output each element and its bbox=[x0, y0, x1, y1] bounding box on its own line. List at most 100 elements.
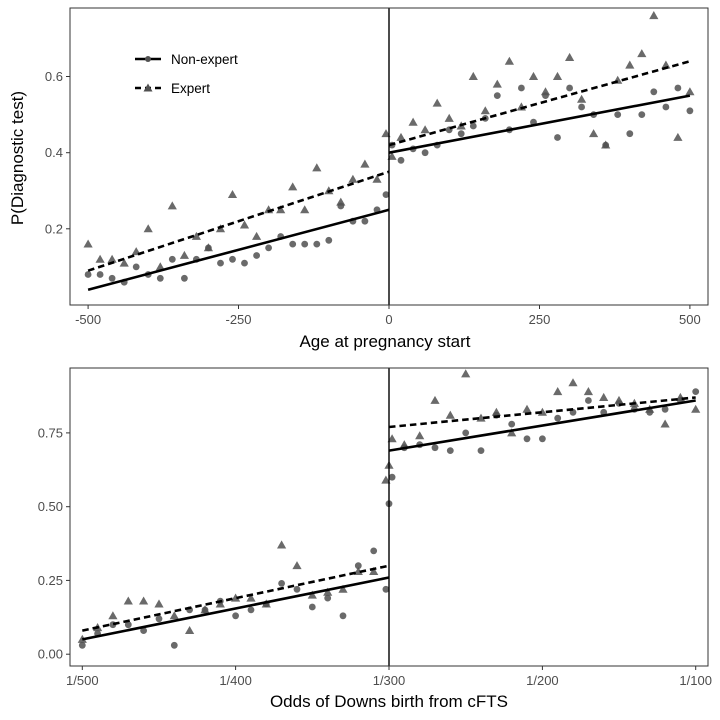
point-nonexpert-bottom bbox=[339, 612, 347, 620]
point-nonexpert-bottom bbox=[155, 615, 163, 623]
point-nonexpert-bottom bbox=[324, 594, 332, 602]
point-nonexpert-top bbox=[241, 259, 248, 267]
point-expert-top bbox=[239, 220, 250, 229]
point-nonexpert-top bbox=[421, 149, 429, 157]
point-nonexpert-bottom bbox=[124, 621, 132, 629]
point-expert-top bbox=[625, 60, 635, 69]
point-nonexpert-bottom bbox=[523, 435, 531, 443]
point-nonexpert-bottom bbox=[354, 562, 362, 570]
point-nonexpert-top bbox=[132, 263, 140, 271]
x-tick-label: 1/200 bbox=[526, 673, 559, 688]
point-expert-bottom bbox=[338, 584, 348, 593]
point-nonexpert-top bbox=[457, 130, 465, 138]
point-nonexpert-top bbox=[626, 130, 634, 138]
point-nonexpert-bottom bbox=[585, 397, 592, 404]
x-tick-label: -500 bbox=[75, 312, 101, 327]
point-nonexpert-bottom bbox=[140, 627, 148, 634]
fit-line-nonexpert-left-top bbox=[87, 208, 390, 292]
point-expert-top bbox=[480, 106, 490, 115]
axis-ticks-bottom: 1/500 1/400 1/300 1/200 1/100 0.00 0.25 0.50 0.7… bbox=[38, 425, 712, 688]
point-nonexpert-top bbox=[217, 259, 224, 267]
point-expert-bottom bbox=[246, 593, 256, 602]
point-nonexpert-top bbox=[686, 107, 694, 115]
point-expert-top bbox=[468, 71, 478, 80]
x-tick-label: 250 bbox=[529, 312, 551, 327]
point-expert-top bbox=[348, 174, 358, 183]
point-expert-bottom bbox=[154, 599, 164, 608]
point-nonexpert-top bbox=[650, 88, 658, 96]
x-tick-label: 1/400 bbox=[219, 673, 252, 688]
point-expert-top bbox=[95, 254, 105, 263]
x-tick-label: 500 bbox=[679, 312, 701, 327]
plot-area-bottom bbox=[77, 368, 701, 666]
point-expert-top bbox=[661, 60, 671, 69]
point-expert-top bbox=[540, 87, 551, 96]
point-expert-top bbox=[300, 205, 310, 214]
point-expert-bottom bbox=[123, 596, 133, 605]
point-expert-top bbox=[107, 254, 117, 263]
x-tick-label: -250 bbox=[225, 312, 251, 327]
fit-line-nonexpert-right-top bbox=[388, 94, 691, 154]
point-expert-top bbox=[685, 87, 695, 96]
point-nonexpert-bottom bbox=[278, 580, 285, 587]
x-tick-label: 1/500 bbox=[66, 673, 99, 688]
point-expert-top bbox=[528, 71, 539, 80]
point-expert-top bbox=[336, 197, 346, 206]
point-expert-bottom bbox=[491, 407, 501, 416]
axis-ticks-top: -500 -250 0 250 500 0.2 0.4 0.6 bbox=[45, 69, 701, 327]
point-nonexpert-top bbox=[493, 92, 501, 99]
point-expert-bottom bbox=[430, 395, 440, 404]
point-expert-top bbox=[360, 159, 370, 168]
point-expert-bottom bbox=[108, 611, 118, 620]
point-nonexpert-bottom bbox=[78, 641, 86, 649]
point-expert-bottom bbox=[292, 561, 302, 570]
point-expert-top bbox=[396, 132, 406, 141]
point-expert-top bbox=[673, 132, 683, 141]
x-tick-label: 1/100 bbox=[679, 673, 712, 688]
point-expert-top bbox=[589, 129, 599, 138]
point-expert-top bbox=[432, 98, 442, 107]
point-expert-top bbox=[649, 11, 659, 20]
point-expert-top bbox=[552, 71, 563, 80]
point-nonexpert-bottom bbox=[554, 414, 562, 422]
point-expert-bottom bbox=[307, 590, 317, 599]
point-nonexpert-bottom bbox=[462, 429, 470, 437]
point-nonexpert-top bbox=[156, 274, 164, 282]
fit-line-nonexpert-right-bottom bbox=[388, 399, 696, 452]
point-nonexpert-top bbox=[361, 217, 369, 225]
point-expert-bottom bbox=[323, 587, 333, 596]
point-expert-top bbox=[504, 56, 514, 65]
point-expert-bottom bbox=[522, 404, 532, 413]
point-expert-bottom bbox=[660, 419, 670, 428]
point-expert-top bbox=[191, 231, 201, 240]
point-nonexpert-bottom bbox=[431, 444, 439, 452]
point-nonexpert-top bbox=[674, 84, 682, 92]
legend-expert-label: Expert bbox=[171, 81, 210, 96]
point-nonexpert-top bbox=[578, 103, 585, 111]
point-expert-top bbox=[565, 52, 575, 61]
point-nonexpert-top bbox=[181, 274, 188, 282]
point-expert-top bbox=[252, 231, 262, 240]
point-nonexpert-bottom bbox=[232, 612, 240, 620]
legend-expert-marker bbox=[143, 83, 153, 92]
point-expert-bottom bbox=[507, 428, 517, 437]
point-expert-bottom bbox=[139, 596, 149, 605]
y-axis-title-top: P(Diagnostic test) bbox=[8, 91, 27, 225]
point-nonexpert-top bbox=[469, 122, 477, 130]
point-expert-top bbox=[408, 117, 418, 126]
point-expert-bottom bbox=[215, 599, 225, 608]
point-nonexpert-top bbox=[289, 240, 297, 248]
y-tick-label: 0.2 bbox=[45, 221, 63, 236]
point-expert-top bbox=[444, 113, 454, 122]
point-nonexpert-bottom bbox=[370, 547, 378, 555]
y-tick-label: 0.75 bbox=[38, 425, 63, 440]
point-expert-bottom bbox=[614, 395, 624, 404]
point-nonexpert-top bbox=[638, 111, 646, 118]
point-expert-bottom bbox=[169, 611, 179, 620]
point-nonexpert-bottom bbox=[477, 447, 485, 454]
point-nonexpert-bottom bbox=[539, 435, 546, 443]
point-nonexpert-bottom bbox=[388, 473, 396, 481]
x-tick-label: 0 bbox=[385, 312, 392, 327]
point-expert-top bbox=[179, 250, 189, 259]
